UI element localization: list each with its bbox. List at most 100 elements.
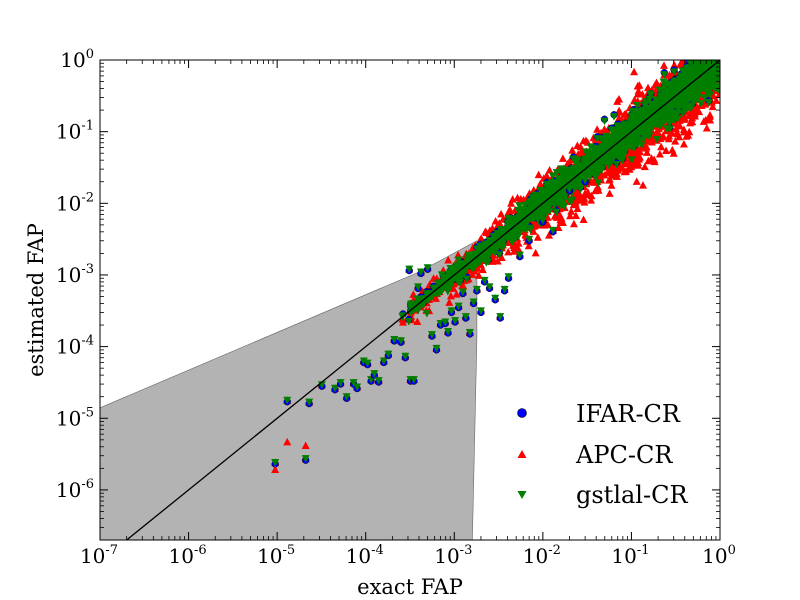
apc-cr-point [568,146,577,154]
gstlal-cr-point [700,94,709,102]
gstlal-cr-point [628,107,637,116]
y-tick-label: 100 [60,47,94,72]
gstlal-cr-point [694,68,703,76]
apc-cr-point [635,155,644,163]
y-axis-ticks: 10-6 10-5 10-4 10-3 10-2 10-1 100 [56,47,720,541]
gstlal-cr-point [685,64,694,72]
gstlal-cr-point [679,97,688,106]
gstlal-cr-point [684,89,693,98]
apc-cr-point [680,115,689,123]
apc-cr-point [613,97,622,105]
gstlal-cr-point [709,60,716,67]
gstlal-cr-point [705,74,714,82]
apc-cr-point [413,317,422,326]
gstlal-cr-point [633,101,642,110]
gstlal-cr-point [669,117,678,125]
x-tick-label: 10-2 [523,543,561,568]
x-tick-label: 100 [702,543,736,568]
gstlal-cr-point [655,86,664,95]
apc-cr-point [670,60,679,69]
gstlal-cr-point [500,285,509,294]
apc-cr-point [536,179,545,188]
gstlal-cr-point [504,273,513,281]
gstlal-cr-point [612,134,621,143]
gstlal-cr-point [574,172,583,180]
apc-cr-point [688,113,697,122]
gstlal-cr-point [652,97,661,105]
gstlal-cr-point [539,196,548,204]
apc-cr-point [634,145,643,154]
gstlal-cr-point [379,357,388,366]
gstlal-cr-point [597,160,606,169]
gstlal-cr-point [679,93,688,101]
gstlal-cr-point [672,110,681,118]
reference-line [125,60,720,540]
gstlal-cr-point [640,123,649,131]
legend-marker-apc [517,450,527,458]
apc-cr-point [593,125,602,133]
apc-cr-point [615,108,624,116]
y-tick-label: 10-5 [56,405,94,430]
apc-cr-point [659,61,668,69]
apc-cr-point [635,81,644,89]
gstlal-cr-point [690,96,699,104]
gstlal-cr-point [514,206,523,215]
gstlal-cr-point [454,256,463,264]
gstlal-cr-point [404,317,413,326]
legend-marker-gstlal [517,491,527,499]
gstlal-cr-point [636,127,645,135]
gstlal-cr-point [445,284,454,292]
gstlal-cr-point [390,335,399,344]
y-tick-label: 10-3 [56,262,94,287]
gstlal-cr-point [473,258,482,266]
gstlal-cr-point [581,148,590,156]
gstlal-cr-point [658,109,667,118]
gstlal-cr-point [342,393,351,401]
gstlal-cr-point [684,103,693,111]
apc-cr-point [569,219,578,228]
gstlal-cr-point [461,313,470,321]
apc-cr-point [630,67,639,76]
gstlal-cr-point [476,307,485,315]
x-tick-label: 10-6 [169,543,207,568]
gstlal-cr-point [645,95,654,104]
gstlal-cr-point [359,357,368,366]
apc-cr-point [612,172,621,180]
gstlal-cr-point [423,264,432,272]
apc-cr-point [545,165,554,174]
apc-cr-point [644,156,653,165]
apc-cr-point [686,118,695,127]
apc-cr-point [644,83,653,92]
apc-cr-point [690,109,699,117]
gstlal-cr-point [593,135,602,143]
x-tick-label: 10-5 [257,543,295,568]
gstlal-cr-point [488,239,497,247]
gstlal-cr-point [363,359,372,368]
gstlal-cr-point [629,144,638,152]
y-tick-label: 10-2 [56,190,94,215]
x-axis-ticks: 10-7 10-6 10-5 10-4 10-3 10-2 10-1 100 [80,60,736,568]
apc-cr-point [558,154,567,162]
legend: IFAR-CR APC-CR gstlal-CR [517,400,688,509]
apc-cr-point [665,131,674,140]
apc-cr-point [573,204,582,213]
gstlal-cr-point [504,215,513,223]
apc-cr-point [712,96,720,104]
apc-cr-point [583,188,592,196]
gstlal-cr-point [670,98,679,106]
apc-cr-point [702,124,711,132]
gstlal-cr-point [569,169,578,177]
apc-cr-point [638,181,647,189]
apc-cr-point [529,227,538,235]
gstlal-cr-point [560,202,569,211]
gstlal-cr-point [704,99,713,107]
gstlal-cr-point [512,218,521,226]
gstlal-cr-point [464,254,473,263]
gstlal-cr-point [588,151,597,160]
gstlal-cr-point [432,344,441,353]
gstlal-cr-point [563,174,572,183]
gstlal-cr-point [469,298,478,306]
gstlal-cr-point [659,100,668,108]
apc-cr-point [695,107,704,116]
apc-cr-point [452,290,461,298]
